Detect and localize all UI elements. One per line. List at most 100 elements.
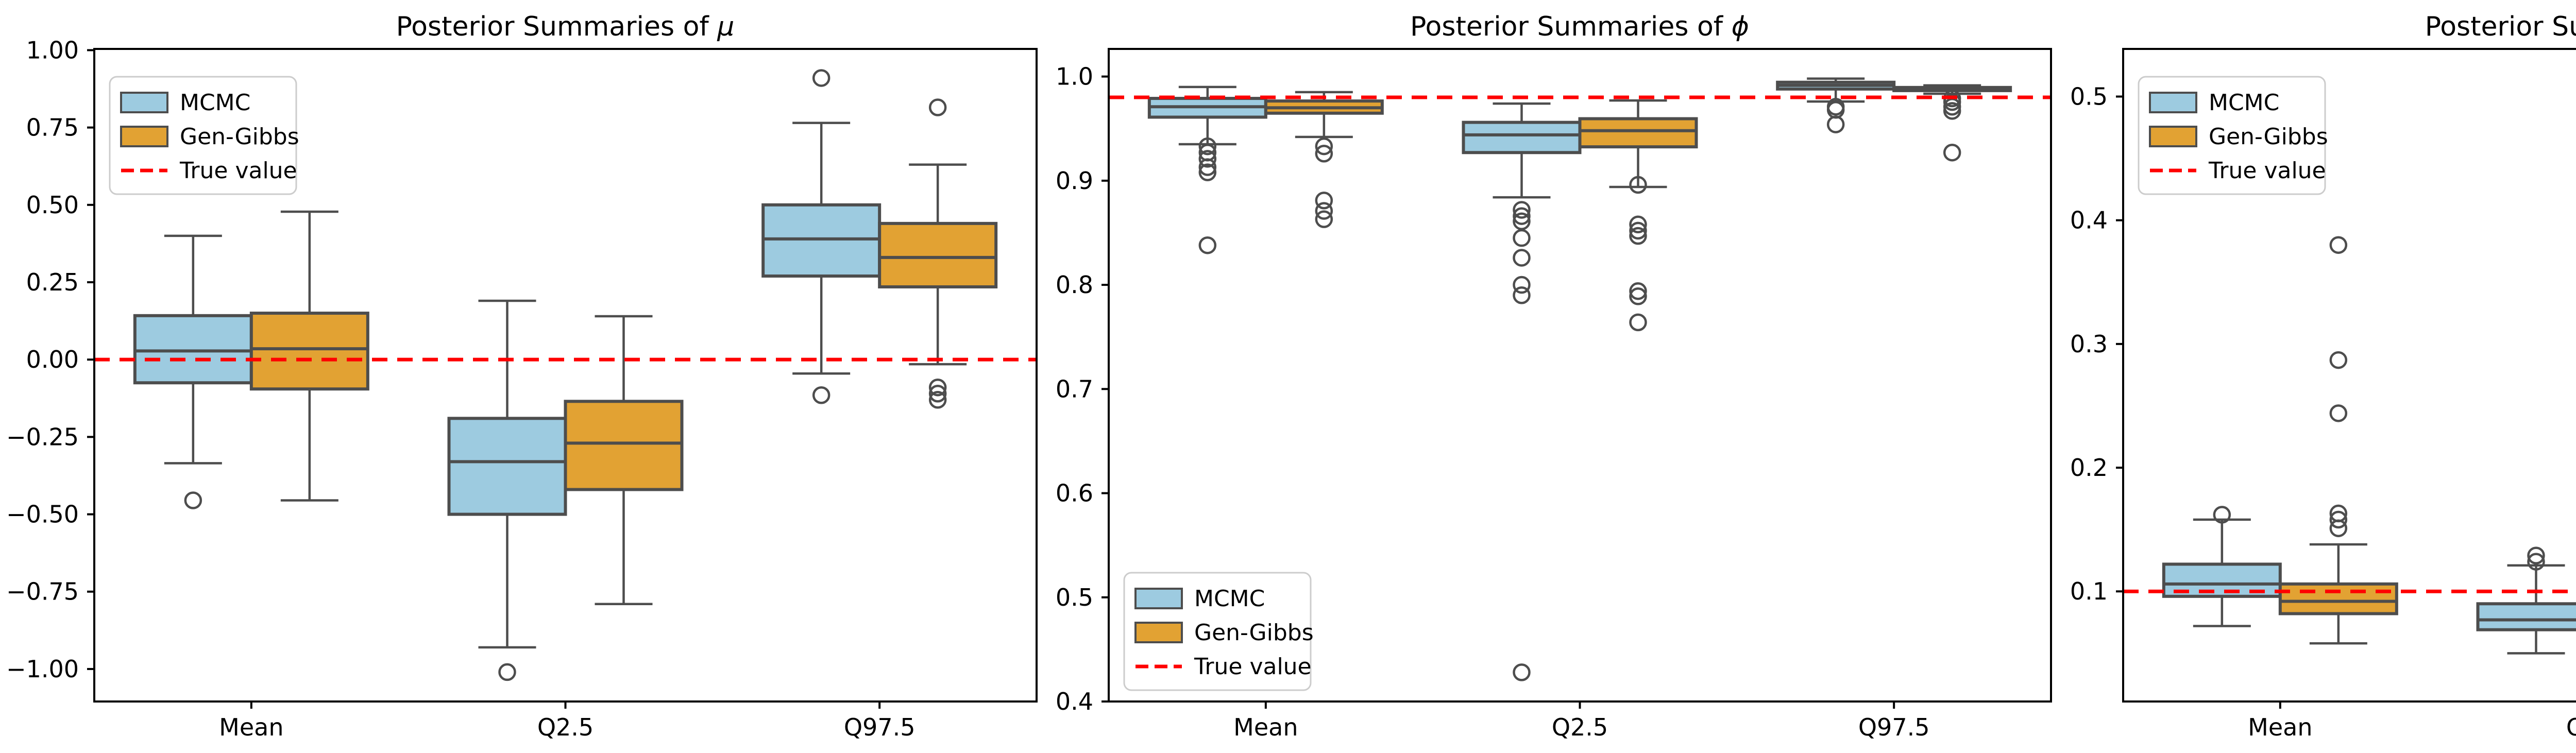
x-tick-label: Q97.5 (1858, 713, 1930, 741)
panel-title-sigma: Posterior Summaries of σ (2425, 11, 2576, 42)
iqr-box (447, 417, 567, 516)
axes-frame (2122, 48, 2576, 703)
outlier-point (1826, 115, 1845, 133)
y-tick-label: 0.3 (2070, 330, 2108, 358)
outlier-point (1943, 93, 1961, 111)
outlier-point (1513, 249, 1531, 267)
mcmc-box-Mean (2162, 506, 2282, 627)
x-tick-label: Mean (1233, 713, 1298, 741)
panel-title-phi-text: Posterior Summaries of (1410, 11, 1732, 42)
outlier-point (1629, 287, 1647, 305)
gen-gibbs-box-Mean (1264, 91, 1384, 228)
panel-σ: 0.50.40.30.20.1MeanQ2.5Q97.5MCMCGen-Gibb… (2070, 48, 2576, 741)
outlier-point (1315, 192, 1333, 210)
y-tick-label: −0.75 (6, 578, 79, 606)
outlier-point (1513, 663, 1531, 681)
panel-title-mu: Posterior Summaries of μ (396, 11, 735, 42)
iqr-box (564, 400, 684, 491)
y-tick-label: 0.00 (26, 346, 79, 373)
outlier-point (1629, 221, 1647, 240)
x-tick-label: Q97.5 (844, 713, 916, 741)
outlier-point (1198, 150, 1217, 168)
legend-label-true_value: True value (1194, 654, 1312, 680)
legend-swatch-gen_gibbs (1134, 622, 1183, 643)
outlier-point (1629, 313, 1647, 332)
outlier-point (1513, 212, 1531, 230)
legend-label-mcmc: MCMC (2209, 90, 2279, 116)
outlier-point (2527, 546, 2545, 564)
mcmc-box-Q2.5 (1462, 102, 1582, 681)
y-tick-label: 0.9 (1056, 167, 1093, 195)
outlier-point (1629, 215, 1647, 234)
iqr-box (1462, 121, 1582, 155)
panel-ϕ: 1.0 0.9 0.8 0.7 0.6 0.5 0.4 Mean Q2.5 Q97.5 MCMC Ge… (1056, 48, 2052, 741)
outlier-point (1315, 137, 1333, 156)
outlier-point (1315, 210, 1333, 228)
outlier-point (1513, 207, 1531, 225)
outlier-point (1315, 202, 1333, 220)
y-tick-label: −0.25 (6, 423, 79, 451)
outlier-point (184, 491, 202, 509)
legend-swatch-gen_gibbs (120, 126, 168, 147)
outlier-point (1513, 201, 1531, 219)
outlier-point (1513, 286, 1531, 304)
outlier-point (2329, 236, 2348, 254)
legend: MCMC Gen-Gibbs True value (109, 76, 299, 195)
y-tick-label: 0.7 (1056, 375, 1093, 403)
panel-title-phi-symbol: ϕ (1731, 11, 1749, 42)
gen-gibbs-box-Q2.5 (564, 315, 684, 606)
mcmc-box-Q2.5 (2476, 546, 2576, 655)
outlier-point (1513, 229, 1531, 247)
iqr-box (761, 203, 882, 278)
y-tick-label: 0.5 (1056, 584, 1093, 611)
outlier-point (2329, 519, 2348, 537)
legend: MCMC Gen-Gibbs True value (2138, 76, 2328, 195)
panel-μ: 1.00 0.75 0.50 0.25 0.00 −0.25 −0.50 −0.75 −1.00… (6, 36, 1038, 741)
y-tick-label: −0.50 (6, 501, 79, 528)
outlier-point (928, 391, 947, 409)
legend-label-gen_gibbs: Gen-Gibbs (1194, 620, 1314, 646)
legend-label-gen_gibbs: Gen-Gibbs (2209, 124, 2328, 150)
x-tick-label: Mean (219, 713, 283, 741)
outlier-point (2213, 506, 2231, 524)
iqr-box (2278, 582, 2398, 615)
mcmc-box-Mean (133, 234, 253, 509)
axes-frame (1108, 48, 2052, 703)
outlier-point (1943, 102, 1961, 120)
outlier-point (1513, 276, 1531, 294)
y-tick-label: 1.00 (26, 36, 79, 64)
gen-gibbs-box-Q97.5 (878, 98, 998, 409)
gen-gibbs-box-Mean (2278, 236, 2398, 645)
legend-swatch-mcmc (120, 92, 168, 113)
legend: MCMC Gen-Gibbs True value (1123, 572, 1314, 691)
gen-gibbs-box-Mean (249, 210, 369, 502)
y-tick-label: 0.25 (26, 268, 79, 296)
panel-title-phi: Posterior Summaries of ϕ (1410, 11, 1749, 42)
axes-frame (93, 48, 1038, 703)
iqr-box (2476, 602, 2576, 631)
panel-title-mu-symbol: μ (717, 11, 735, 42)
outlier-point (1315, 144, 1333, 163)
panel-title-sigma-text: Posterior Summaries of (2425, 11, 2576, 42)
mcmc-box-Q2.5 (447, 299, 567, 681)
legend-swatch-mcmc (1134, 588, 1183, 609)
outlier-point (2329, 351, 2348, 369)
legend-label-gen_gibbs: Gen-Gibbs (180, 124, 299, 150)
outlier-point (928, 384, 947, 403)
iqr-box (133, 314, 253, 385)
y-tick-label: 0.50 (26, 191, 79, 219)
y-tick-label: 0.2 (2070, 454, 2108, 482)
y-tick-label: 0.75 (26, 114, 79, 142)
outlier-point (498, 663, 516, 681)
outlier-point (2329, 404, 2348, 422)
y-tick-label: 0.8 (1056, 271, 1093, 299)
gen-gibbs-box-Q2.5 (1578, 99, 1698, 332)
outlier-point (1943, 143, 1961, 162)
outlier-point (1629, 176, 1647, 194)
iqr-box (1578, 117, 1698, 149)
outlier-point (1198, 236, 1217, 254)
outlier-point (928, 98, 947, 116)
iqr-box (878, 221, 998, 288)
legend-swatch-mcmc (2149, 92, 2197, 113)
